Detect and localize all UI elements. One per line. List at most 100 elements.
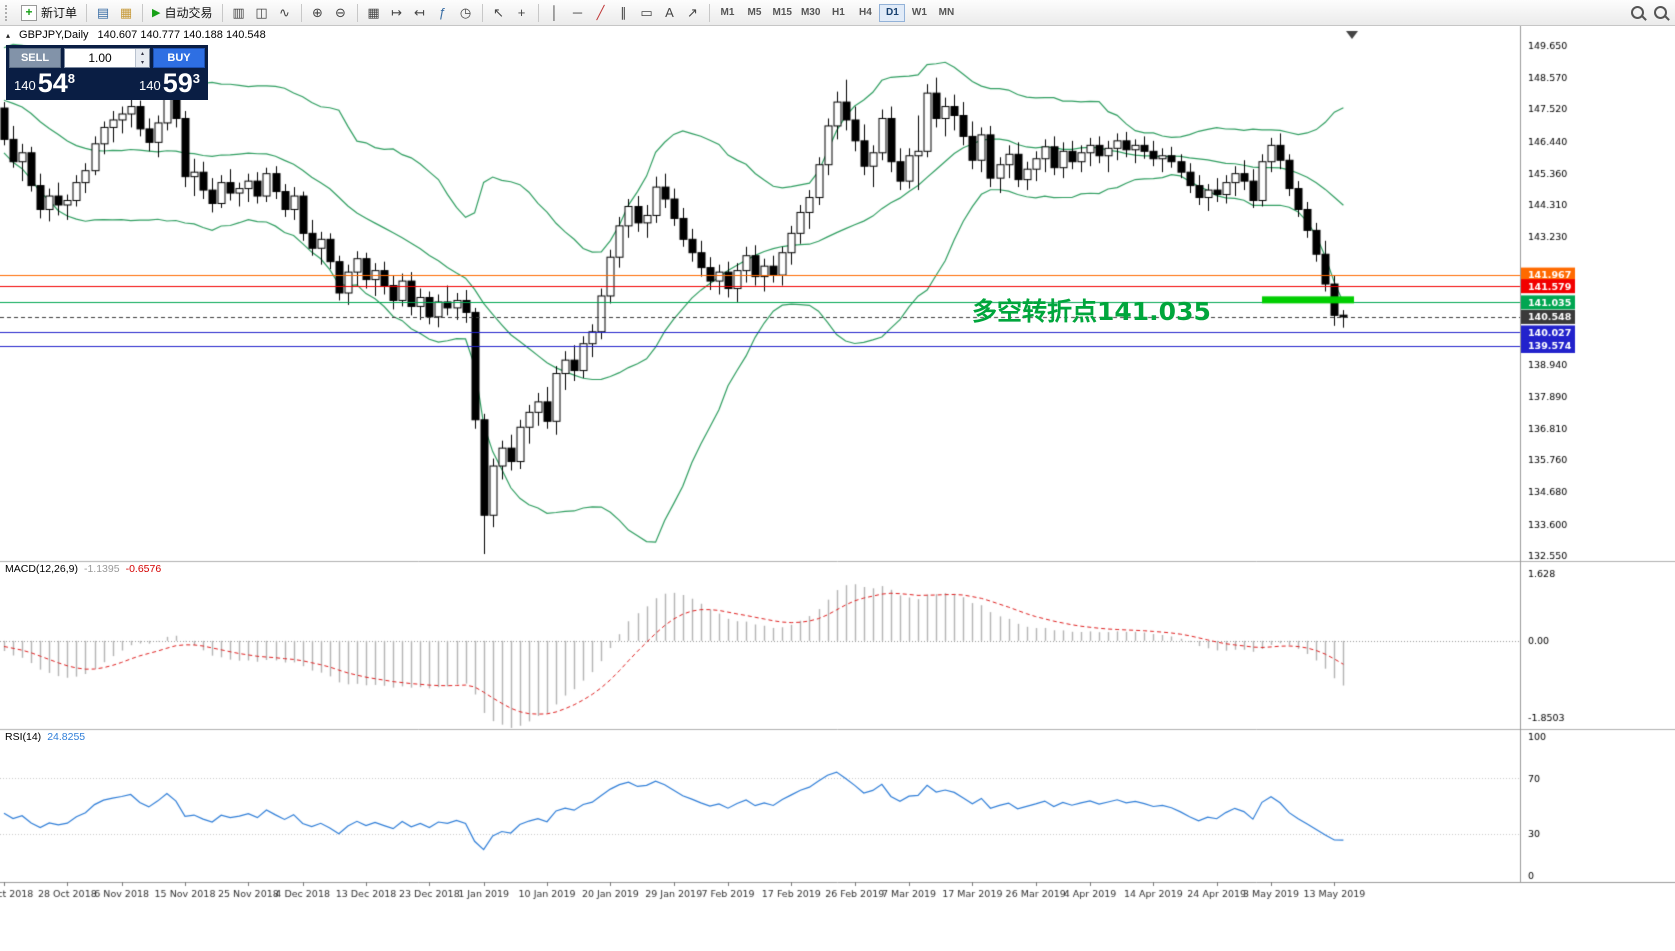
trendline-tool-button[interactable]: ╱ — [590, 2, 612, 24]
quote-prices: 140 54 8 140 59 3 — [9, 68, 205, 98]
rsi-panel-label: RSI(14) 24.8255 — [5, 731, 85, 743]
profiles-button[interactable]: ▦ — [115, 2, 137, 24]
tile-windows-icon: ▦ — [367, 4, 380, 20]
magnifier-icon — [1630, 6, 1644, 19]
rsi-indicator-name: RSI(14) — [5, 731, 42, 743]
arrow-icon: ↗ — [687, 4, 698, 20]
text-tool-button[interactable]: A — [659, 2, 681, 24]
timeframe-m30[interactable]: M30 — [797, 4, 824, 22]
zoom-out-button[interactable]: ⊖ — [330, 2, 352, 24]
zoom-in-icon: ⊕ — [312, 4, 323, 20]
vertical-line-tool-button[interactable]: │ — [544, 2, 566, 24]
bid-prefix: 140 — [14, 78, 36, 93]
arrow-tool-button[interactable]: ↗ — [682, 2, 704, 24]
toolbar-separator — [86, 3, 88, 22]
ask-price: 140 59 3 — [139, 68, 200, 98]
auto-trading-button[interactable]: ▶ 自动交易 — [148, 2, 216, 24]
volume-box: ▴ ▾ — [64, 48, 150, 68]
volume-input[interactable] — [65, 49, 135, 67]
new-order-label: 新订单 — [41, 6, 78, 20]
timeframe-m1[interactable]: M1 — [715, 4, 741, 22]
timeframe-d1[interactable]: D1 — [879, 3, 906, 22]
indicators-icon: ƒ — [438, 5, 447, 20]
ask-point: 3 — [192, 71, 200, 86]
chart-symbol-period: GBPJPY,Daily — [19, 29, 89, 41]
toolbar-separator — [537, 3, 539, 22]
toolbar-grip[interactable] — [5, 4, 12, 21]
one-click-trading-panel: SELL ▴ ▾ BUY 140 54 8 140 59 3 — [6, 45, 208, 100]
channel-tool-button[interactable]: ∥ — [613, 2, 635, 24]
timeframe-w1[interactable]: W1 — [906, 4, 932, 22]
chart-shift-button[interactable]: ↤ — [409, 2, 431, 24]
clock-icon: ◷ — [459, 4, 472, 20]
bar-chart-mode-button[interactable]: ▥ — [228, 2, 250, 24]
horizontal-line-tool-button[interactable]: ─ — [567, 2, 589, 24]
shapes-icon: ▭ — [640, 4, 653, 20]
crosshair-tool-button[interactable]: + — [511, 2, 533, 24]
toolbar-separator — [142, 3, 144, 22]
toolbar-separator — [300, 3, 302, 22]
text-icon: A — [665, 5, 674, 20]
candlestick-icon: ◫ — [255, 4, 268, 20]
volume-down-button[interactable]: ▾ — [136, 58, 149, 67]
auto-scroll-icon: ↦ — [391, 4, 402, 20]
volume-spinner: ▴ ▾ — [135, 49, 149, 67]
chart-collapse-icon[interactable]: ▴ — [6, 30, 11, 40]
tile-windows-button[interactable]: ▦ — [363, 2, 385, 24]
bid-point: 8 — [67, 71, 75, 86]
horizontal-line-icon: ─ — [572, 5, 583, 20]
crosshair-icon: + — [517, 5, 526, 20]
bid-price: 140 54 8 — [14, 68, 75, 98]
toolbar-separator — [708, 3, 710, 22]
magnifier-icon — [1653, 6, 1667, 19]
vertical-line-icon: │ — [550, 5, 559, 20]
line-chart-mode-button[interactable]: ∿ — [274, 2, 296, 24]
volume-up-button[interactable]: ▴ — [136, 49, 149, 58]
ask-pips: 59 — [162, 68, 193, 98]
symbol-search-button[interactable] — [1626, 2, 1648, 24]
toolbar-separator — [221, 3, 223, 22]
channel-icon: ∥ — [620, 4, 627, 20]
chart-title: ▴ GBPJPY,Daily 140.607 140.777 140.188 1… — [6, 29, 266, 41]
auto-scroll-button[interactable]: ↦ — [386, 2, 408, 24]
chart-canvas[interactable] — [0, 26, 1675, 951]
line-chart-icon: ∿ — [279, 4, 290, 20]
indicators-button[interactable]: ƒ — [432, 2, 454, 24]
macd-main-value: -1.1395 — [83, 563, 120, 575]
buy-button[interactable]: BUY — [153, 48, 205, 68]
cursor-tool-button[interactable]: ↖ — [488, 2, 510, 24]
zoom-in-button[interactable]: ⊕ — [307, 2, 329, 24]
chart-window-icon: ▤ — [96, 4, 110, 20]
periods-button[interactable]: ◷ — [455, 2, 477, 24]
toolbar-separator — [356, 3, 358, 22]
timeframe-m5[interactable]: M5 — [742, 4, 768, 22]
toolbar-separator — [481, 3, 483, 22]
timeframe-h4[interactable]: H4 — [852, 4, 878, 22]
new-order-button[interactable]: + 新订单 — [17, 2, 81, 24]
trendline-icon: ╱ — [596, 4, 605, 20]
auto-trading-label: 自动交易 — [164, 6, 213, 20]
new-order-icon: + — [21, 4, 37, 21]
quick-search-button[interactable] — [1649, 2, 1671, 24]
shapes-tool-button[interactable]: ▭ — [636, 2, 658, 24]
rsi-value: 24.8255 — [47, 731, 86, 743]
one-click-controls: SELL ▴ ▾ BUY — [9, 48, 205, 68]
charts-window-button[interactable]: ▤ — [92, 2, 114, 24]
cursor-icon: ↖ — [493, 4, 504, 20]
pivot-annotation-text: 多空转折点141.035 — [972, 297, 1211, 326]
macd-signal-value: -0.6576 — [125, 563, 162, 575]
zoom-out-icon: ⊖ — [335, 4, 346, 20]
timeframe-h1[interactable]: H1 — [825, 4, 851, 22]
play-icon: ▶ — [152, 7, 161, 19]
timeframe-m15[interactable]: M15 — [769, 4, 796, 22]
toolbar: + 新订单 ▤ ▦ ▶ 自动交易 ▥ ◫ ∿ ⊕ ⊖ ▦ ↦ ↤ ƒ ◷ — [0, 0, 1675, 26]
macd-indicator-name: MACD(12,26,9) — [5, 563, 78, 575]
macd-panel-label: MACD(12,26,9) -1.1395 -0.6576 — [5, 563, 161, 575]
timeframe-mn[interactable]: MN — [933, 4, 959, 22]
ask-prefix: 140 — [139, 78, 161, 93]
sell-button[interactable]: SELL — [9, 48, 61, 68]
bar-chart-icon: ▥ — [232, 4, 245, 20]
bid-pips: 54 — [37, 68, 68, 98]
candlestick-mode-button[interactable]: ◫ — [251, 2, 273, 24]
profiles-icon: ▦ — [119, 4, 133, 20]
